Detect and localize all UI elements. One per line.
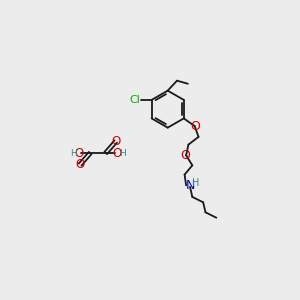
- Text: O: O: [111, 135, 120, 148]
- Text: O: O: [75, 146, 84, 160]
- Text: O: O: [112, 146, 121, 160]
- Text: H: H: [119, 148, 126, 158]
- Text: O: O: [76, 158, 85, 171]
- Text: O: O: [190, 120, 200, 133]
- Text: H: H: [192, 178, 199, 188]
- Text: Cl: Cl: [129, 95, 140, 105]
- Text: N: N: [185, 179, 195, 192]
- Text: H: H: [70, 148, 76, 158]
- Text: O: O: [180, 149, 190, 162]
